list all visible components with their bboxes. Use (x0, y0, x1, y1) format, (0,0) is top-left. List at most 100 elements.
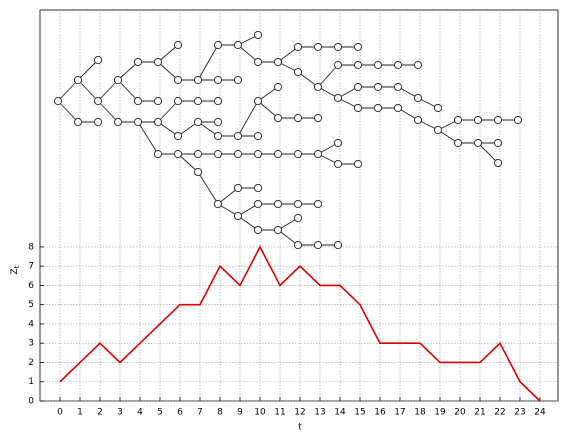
tree-node (253, 149, 263, 159)
tree-node (293, 42, 303, 52)
tree-node (213, 75, 223, 85)
x-tick-label: 18 (414, 408, 426, 418)
tree-node (253, 96, 263, 106)
tree-edge (117, 61, 139, 81)
x-axis-label: t (298, 423, 302, 433)
tree-node (353, 82, 363, 92)
tree-edge (177, 153, 199, 173)
tree-node (233, 75, 243, 85)
tree-edge (77, 59, 99, 81)
tree-edge (277, 229, 299, 246)
tree-node (353, 42, 363, 52)
x-tick-label: 19 (434, 408, 446, 418)
tree-node (213, 96, 223, 106)
tree-edge (257, 100, 279, 119)
tree-node (213, 131, 223, 141)
tree-node (353, 103, 363, 113)
tree-node (233, 183, 243, 193)
tree-edge (317, 64, 339, 88)
tree-node (493, 158, 503, 168)
x-tick-label: 4 (137, 408, 143, 418)
tree-node (253, 225, 263, 235)
tree-node (233, 40, 243, 50)
genealogy-tree (53, 30, 523, 250)
tree-node (93, 117, 103, 127)
x-tick-label: 0 (57, 408, 63, 418)
tree-edge (297, 71, 319, 88)
tree-node (293, 67, 303, 77)
tree-node (453, 138, 463, 148)
tree-node (113, 117, 123, 127)
tree-node (133, 96, 143, 106)
tree-node (273, 225, 283, 235)
y-tick-label: 1 (28, 377, 34, 387)
x-tick-label: 24 (534, 408, 546, 418)
tree-node (413, 60, 423, 70)
x-tick-label: 6 (177, 408, 183, 418)
tree-node (153, 96, 163, 106)
tree-node (273, 113, 283, 123)
tree-node (253, 183, 263, 193)
tree-node (213, 149, 223, 159)
tree-node (493, 115, 503, 125)
tree-node (333, 42, 343, 52)
tree-edge (177, 121, 199, 137)
x-tick-label: 8 (217, 408, 223, 418)
tree-node (93, 55, 103, 65)
tree-node (133, 117, 143, 127)
tree-node (293, 240, 303, 250)
tree-node (173, 96, 183, 106)
x-tick-label: 9 (237, 408, 243, 418)
x-tick-label: 10 (254, 408, 266, 418)
tree-edge (237, 215, 259, 231)
tree-node (233, 149, 243, 159)
tree-node (333, 240, 343, 250)
tree-node (253, 30, 263, 40)
tree-edge (77, 79, 99, 102)
tree-node (453, 115, 463, 125)
tree-node (193, 96, 203, 106)
tree-node (153, 117, 163, 127)
tree-node (313, 199, 323, 209)
tree-node (433, 125, 443, 135)
tree-node (513, 115, 523, 125)
tree-node (153, 57, 163, 67)
y-tick-label: 3 (28, 339, 34, 349)
tree-node (253, 199, 263, 209)
tree-node (473, 115, 483, 125)
x-tick-label: 21 (474, 408, 485, 418)
x-tick-label: 22 (494, 408, 505, 418)
data-line (59, 245, 541, 402)
tree-node (293, 149, 303, 159)
tree-node (193, 167, 203, 177)
tree-node (333, 138, 343, 148)
tree-node (253, 131, 263, 141)
tree-node (293, 199, 303, 209)
x-tick-label: 13 (314, 408, 325, 418)
tree-node (313, 42, 323, 52)
tree-node (373, 103, 383, 113)
y-tick-label: 4 (28, 319, 34, 329)
tree-node (73, 75, 83, 85)
tree-node (113, 75, 123, 85)
tree-node (173, 131, 183, 141)
x-tick-label: 2 (97, 408, 103, 418)
tree-edge (157, 100, 179, 123)
tree-edge (157, 121, 179, 137)
tree-node (373, 82, 383, 92)
tree-node (73, 117, 83, 127)
x-tick-label: 12 (294, 408, 305, 418)
y-axis-label: Zt (10, 265, 22, 274)
y-tick-label: 8 (28, 242, 34, 252)
tree-edge (197, 44, 219, 81)
tree-node (193, 117, 203, 127)
x-tick-label: 11 (274, 408, 285, 418)
x-tick-label: 7 (197, 408, 203, 418)
tree-edge (197, 171, 219, 205)
tree-edge (97, 100, 119, 123)
tree-node (233, 211, 243, 221)
x-tick-label: 23 (514, 408, 525, 418)
y-tick-label: 2 (28, 358, 34, 368)
x-tick-label: 1 (77, 408, 83, 418)
